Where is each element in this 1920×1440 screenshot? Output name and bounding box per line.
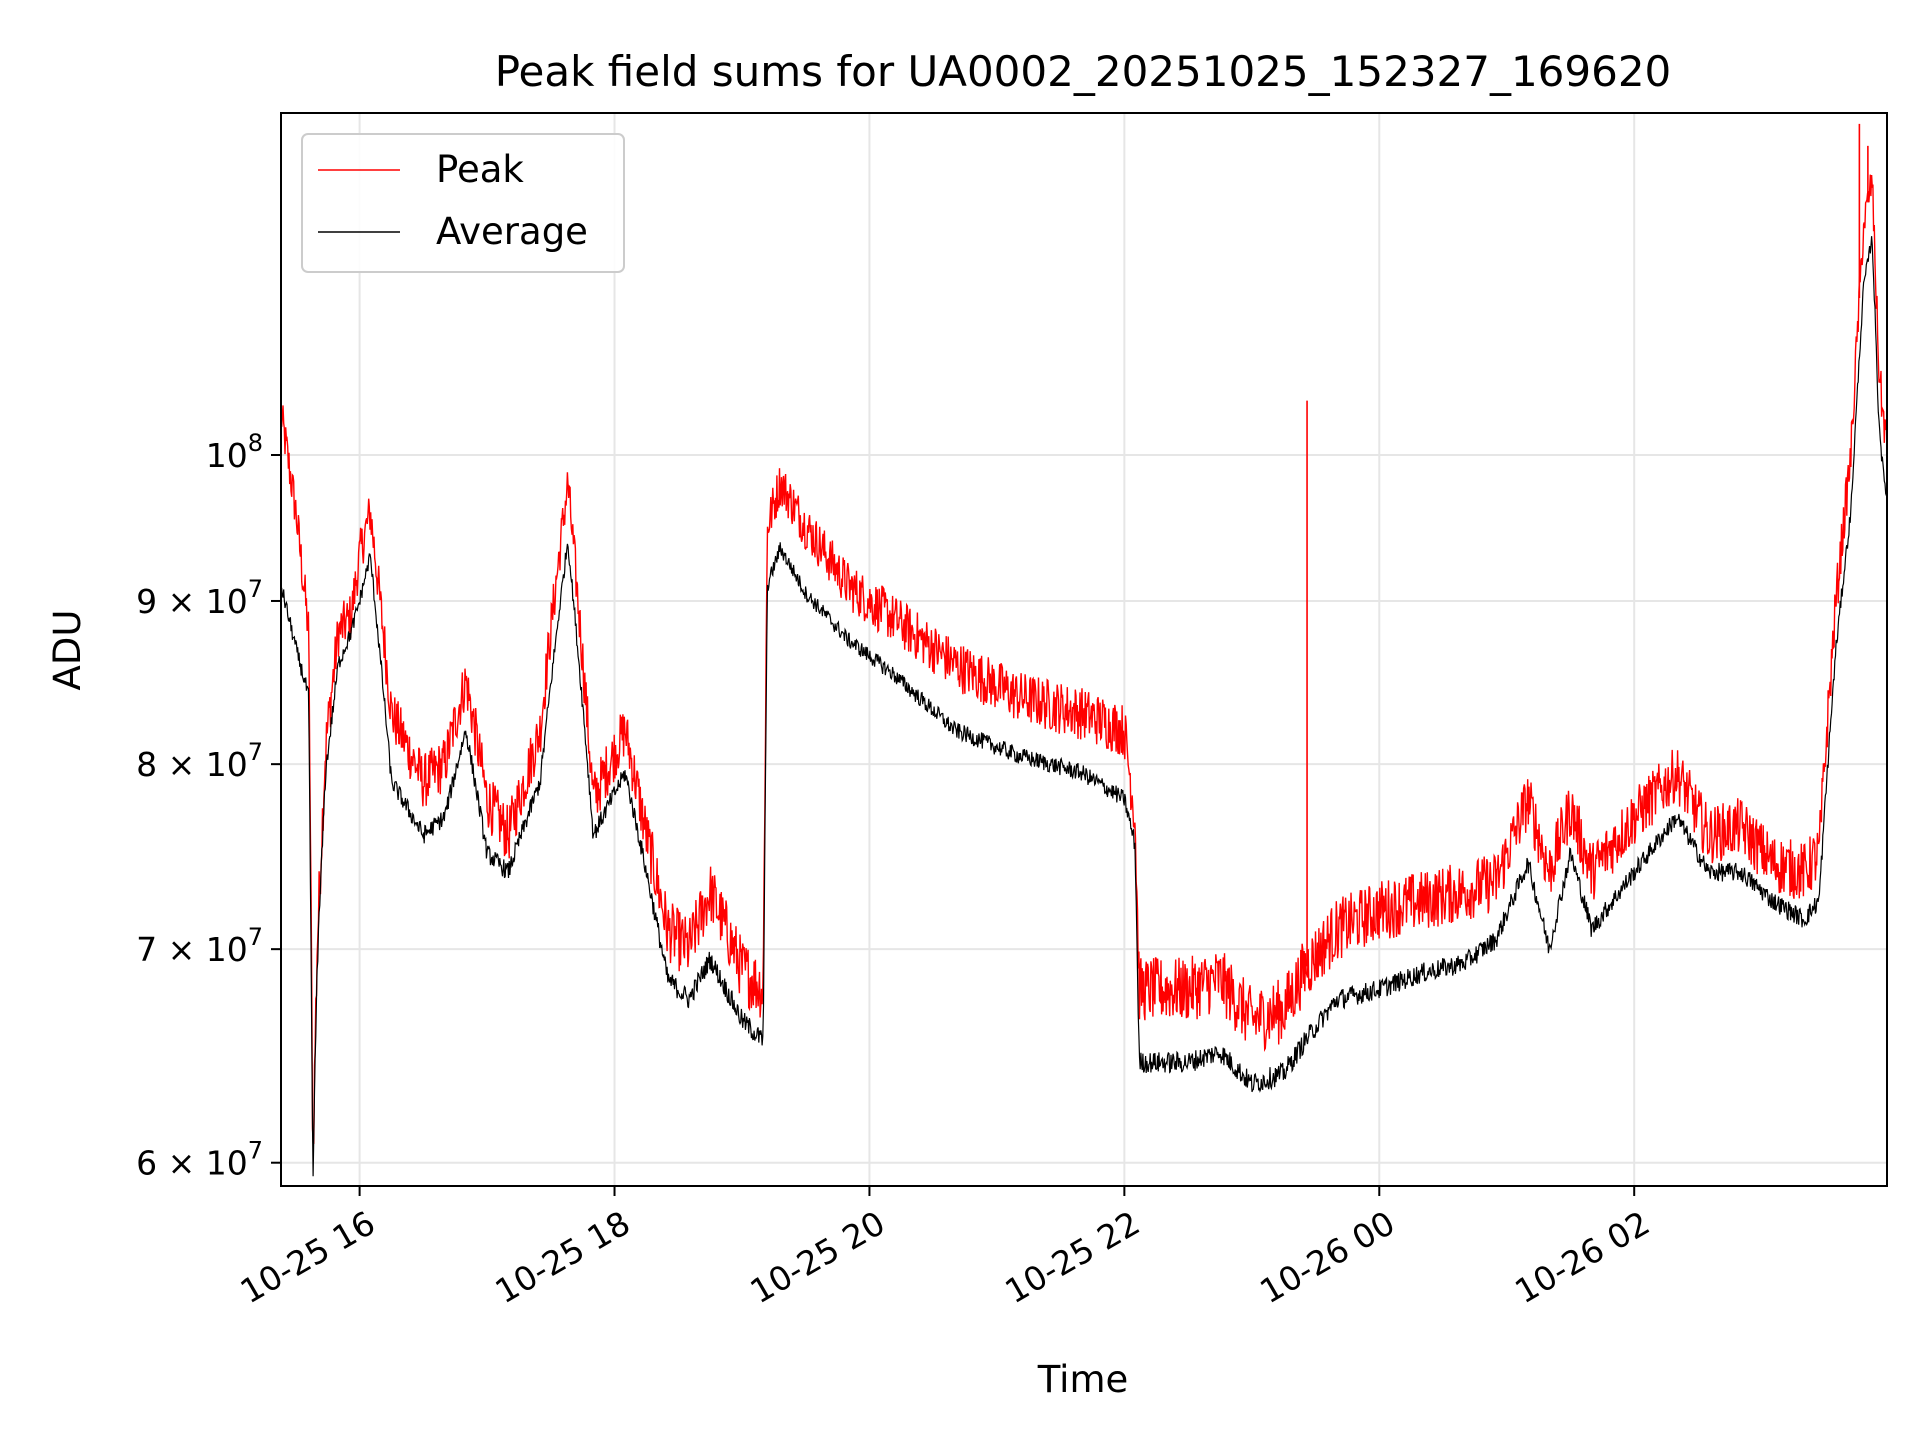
legend-box: [301, 133, 625, 273]
legend-label-average: Average: [436, 210, 588, 253]
legend-label-peak: Peak: [436, 148, 524, 191]
y-axis: 6 × 107 7 × 107 8 × 107 9 × 107 108: [136, 429, 281, 1183]
y-tick-label: 108: [206, 429, 263, 475]
x-axis-label: Time: [1037, 1358, 1129, 1401]
series-line-average: [281, 236, 1887, 1177]
grid: [281, 113, 1887, 1186]
y-tick-label: 6 × 107: [136, 1137, 263, 1183]
legend: Peak Average: [301, 133, 625, 273]
y-tick-label: 7 × 107: [136, 923, 263, 969]
chart-title: Peak field sums for UA0002_20251025_1523…: [495, 47, 1672, 96]
plot-frame: [280, 112, 1888, 1187]
y-axis-label: ADU: [46, 610, 89, 691]
y-tick-label: 8 × 107: [136, 738, 263, 784]
series-layer: [281, 123, 1887, 1177]
y-tick-label: 9 × 107: [136, 575, 263, 621]
series-line-peak: [281, 174, 1887, 1145]
